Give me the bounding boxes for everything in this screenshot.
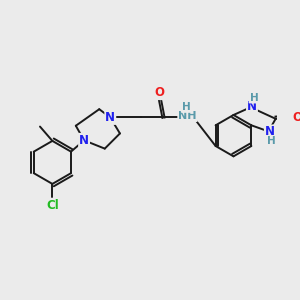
Text: N: N bbox=[105, 111, 115, 124]
Text: N: N bbox=[79, 134, 89, 147]
Text: H: H bbox=[182, 102, 190, 112]
Text: N: N bbox=[247, 100, 257, 113]
Text: NH: NH bbox=[178, 111, 197, 121]
Text: H: H bbox=[267, 136, 276, 146]
Text: N: N bbox=[265, 125, 275, 138]
Text: O: O bbox=[293, 111, 300, 124]
Text: H: H bbox=[250, 93, 258, 103]
Text: Cl: Cl bbox=[46, 199, 59, 212]
Text: O: O bbox=[154, 86, 164, 99]
